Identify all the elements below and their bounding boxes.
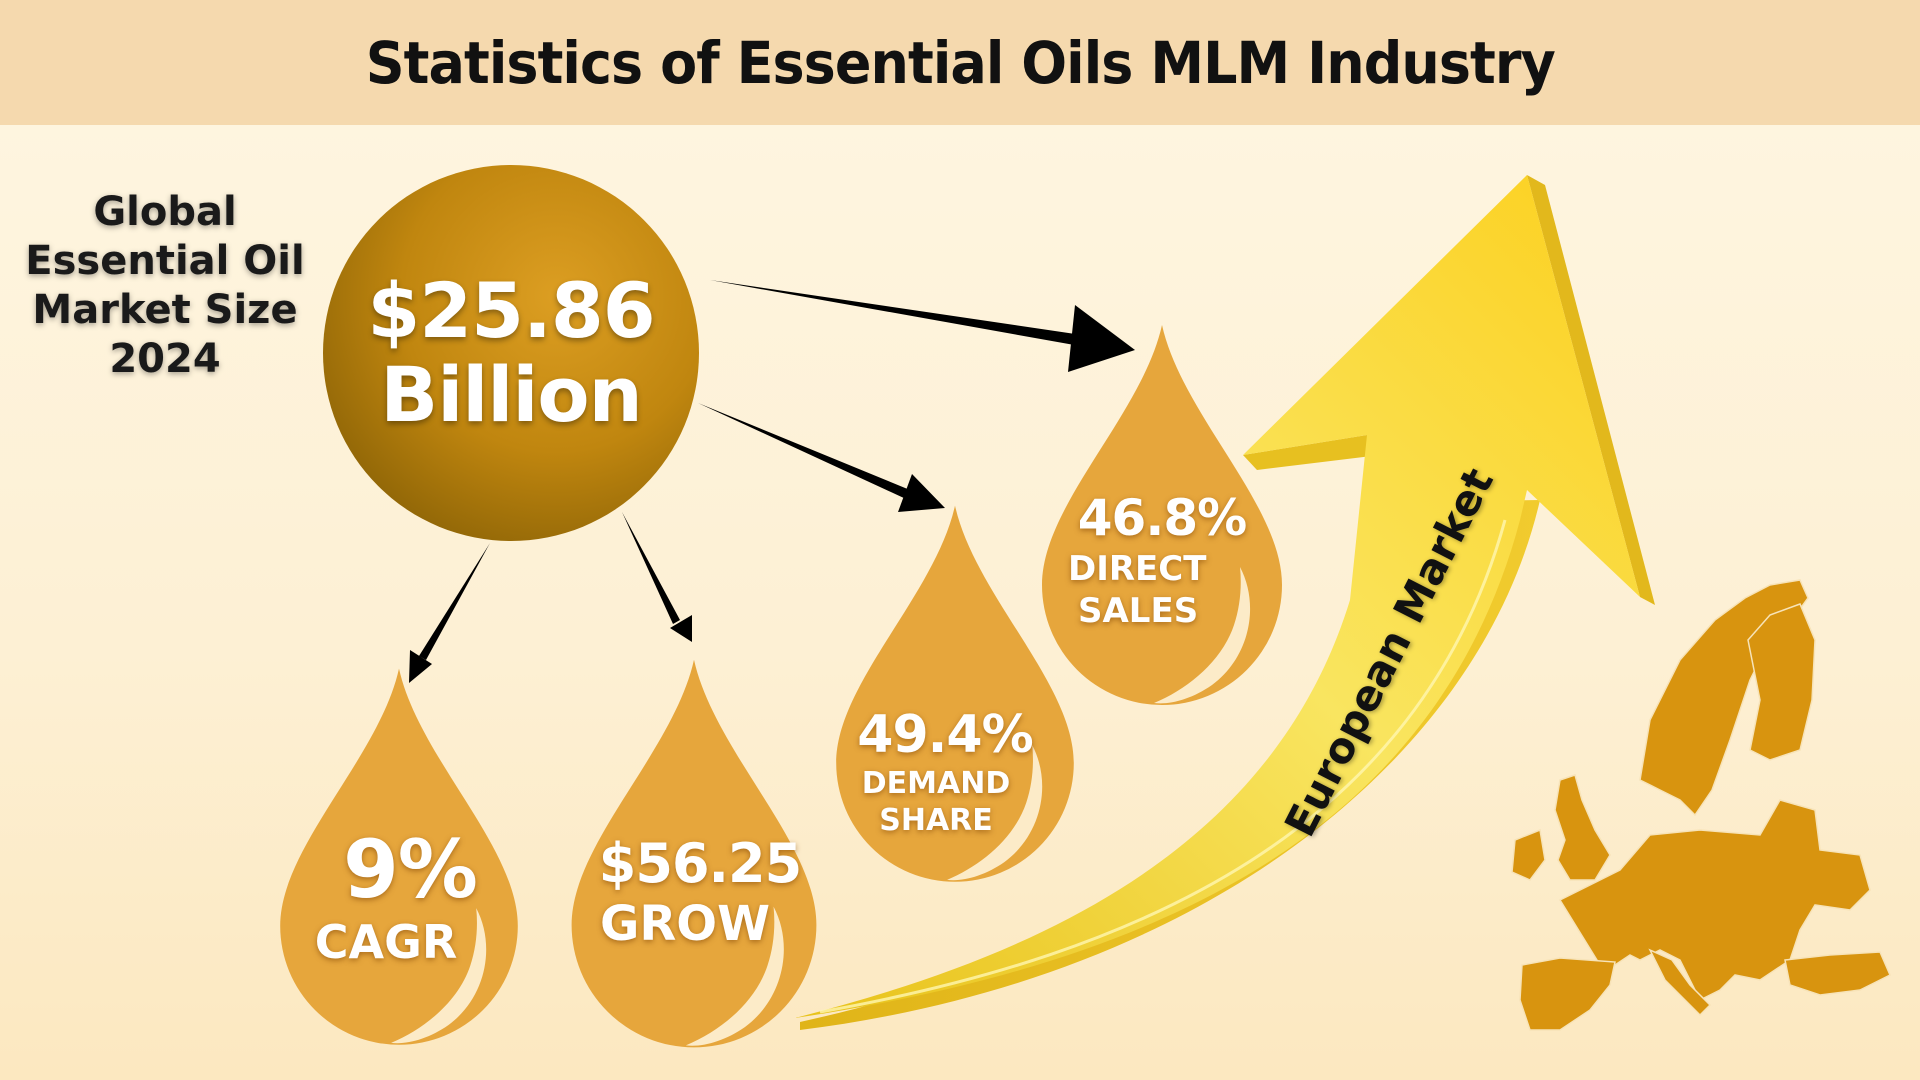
stat-label: SALES	[1078, 591, 1199, 631]
market-label-line: Global	[93, 189, 237, 235]
stat-demand-share: 49.4% DEMAND SHARE	[840, 705, 1050, 839]
stat-label: DIRECT	[1068, 549, 1207, 589]
market-label-line: 2024	[109, 336, 221, 382]
market-size-unit: Billion	[380, 350, 642, 439]
page-title: Statistics of Essential Oils MLM Industr…	[365, 28, 1555, 97]
market-size-circle	[323, 165, 699, 541]
stat-direct-sales: 46.8% DIRECT SALES	[1052, 488, 1272, 632]
market-size-amount: $25.86	[367, 266, 655, 355]
connector-arrows	[409, 280, 1135, 683]
arrow-to-cagr	[409, 543, 490, 683]
stat-cagr: 9% CAGR	[290, 823, 510, 970]
stat-grow: $56.25 GROW	[585, 832, 815, 952]
stat-label: CAGR	[314, 915, 458, 969]
trend-arrow	[795, 175, 1655, 1030]
stat-value: $56.25	[598, 832, 802, 895]
stat-label: GROW	[599, 896, 771, 952]
market-label-line: Essential Oil	[25, 238, 305, 284]
stat-value: 46.8%	[1077, 489, 1247, 547]
arrow-to-grow	[622, 512, 692, 642]
market-label-line: Market Size	[32, 287, 298, 333]
stat-label: SHARE	[879, 803, 993, 838]
stat-value: 49.4%	[857, 705, 1033, 765]
arrow-to-demand-share	[698, 403, 945, 512]
europe-map	[1511, 579, 1891, 1031]
title-banner: Statistics of Essential Oils MLM Industr…	[0, 0, 1920, 125]
market-size-value: $25.86 Billion	[323, 165, 699, 541]
arrow-to-direct-sales	[710, 280, 1135, 372]
stat-label: DEMAND	[861, 766, 1011, 801]
stat-value: 9%	[343, 823, 478, 916]
market-size-label: Global Essential Oil Market Size 2024	[10, 188, 320, 384]
